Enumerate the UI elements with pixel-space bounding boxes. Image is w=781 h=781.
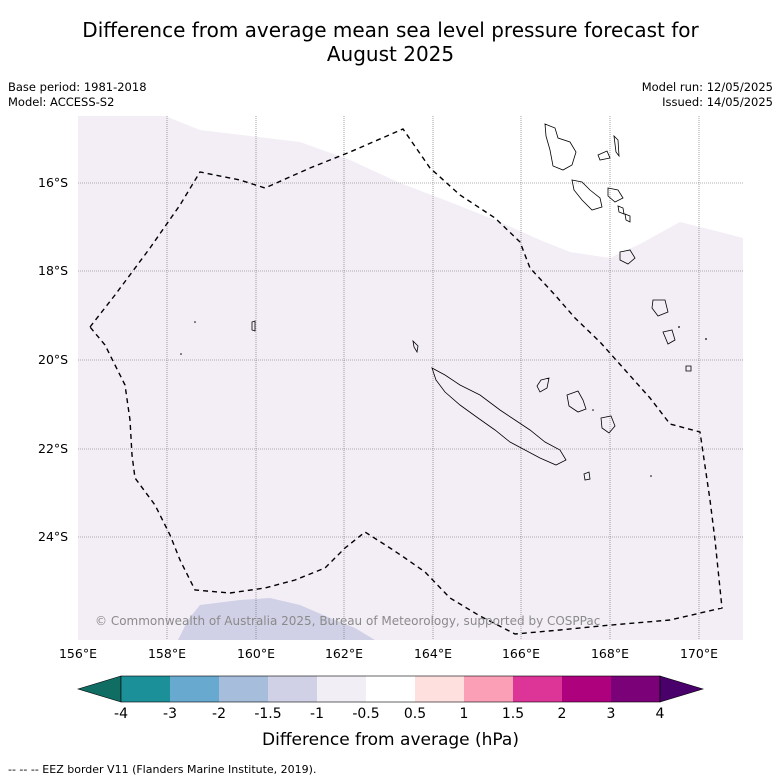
island-shepherd xyxy=(617,205,625,215)
colorbar-segment xyxy=(121,676,170,702)
island-belep xyxy=(412,339,419,354)
colorbar-segment xyxy=(562,676,611,702)
issued-date: Issued: 14/05/2025 xyxy=(662,95,773,109)
island-malakula xyxy=(571,179,603,211)
eez-legend-footer: -- -- -- EEZ border V11 (Flanders Marine… xyxy=(8,763,317,776)
colorbar-tick-label: 4 xyxy=(655,706,665,722)
island-ouvea xyxy=(536,377,550,393)
coastlines xyxy=(251,123,692,481)
meta-left: Base period: 1981-2018 Model: ACCESS-S2 xyxy=(8,80,147,110)
eez-border xyxy=(89,128,723,635)
lon-label-166e: 166°E xyxy=(501,646,540,661)
islets xyxy=(180,321,707,477)
copyright-text: © Commonwealth of Australia 2025, Bureau… xyxy=(95,614,601,628)
island-erromango xyxy=(651,299,669,317)
map-title-line1: Difference from average mean sea level p… xyxy=(82,18,699,42)
lon-label-160e: 160°E xyxy=(236,646,275,661)
island-mare xyxy=(600,415,616,434)
colorbar-segment xyxy=(366,676,415,702)
map-title: Difference from average mean sea level p… xyxy=(0,18,781,66)
colorbar-segment xyxy=(415,676,464,702)
map-title-line2: August 2025 xyxy=(326,42,455,66)
lon-label-162e: 162°E xyxy=(324,646,363,661)
lon-label-168e: 168°E xyxy=(590,646,629,661)
island-maewo xyxy=(613,134,620,158)
colorbar-segment xyxy=(268,676,317,702)
lon-label-170e: 170°E xyxy=(679,646,718,661)
colorbar-tick-label: 1 xyxy=(459,706,469,722)
graticule xyxy=(78,116,743,640)
island-new-caledonia xyxy=(431,367,567,466)
colorbar-segment xyxy=(464,676,513,702)
island-epi xyxy=(607,187,624,203)
colorbar-tick-label: 2 xyxy=(557,706,567,722)
colorbar-segment xyxy=(170,676,219,702)
lat-label-18s: 18°S xyxy=(38,263,69,278)
colorbar-title: Difference from average (hPa) xyxy=(262,730,519,750)
colorbar-segment xyxy=(513,676,562,702)
lat-label-16s: 16°S xyxy=(38,175,69,190)
island-efate xyxy=(619,249,636,265)
colorbar-segment xyxy=(611,676,660,702)
colorbar-extend-low xyxy=(76,675,122,703)
lon-label-158e: 158°E xyxy=(147,646,186,661)
colorbar-tick-label: -2 xyxy=(212,706,226,722)
colorbar-segment xyxy=(219,676,268,702)
colorbar-tick-label: -0.5 xyxy=(352,706,380,722)
colorbar-outline xyxy=(120,675,661,703)
model-run: Model run: 12/05/2025 xyxy=(641,80,773,94)
colorbar-tick-label: -1 xyxy=(310,706,324,722)
base-period: Base period: 1981-2018 xyxy=(8,80,147,94)
colorbar xyxy=(76,675,705,703)
island-emae xyxy=(624,213,631,223)
island-ambae xyxy=(597,150,611,161)
anomaly-fill-low xyxy=(178,598,375,640)
island-aneityum xyxy=(685,365,692,372)
island-espiritu-santo xyxy=(544,123,577,171)
lat-label-24s: 24°S xyxy=(38,529,69,544)
lat-label-20s: 20°S xyxy=(38,352,69,367)
island-pines xyxy=(583,471,591,481)
meta-right: Model run: 12/05/2025 Issued: 14/05/2025 xyxy=(642,80,773,110)
colorbar-tick-label: -4 xyxy=(114,706,128,722)
lon-label-164e: 164°E xyxy=(413,646,452,661)
colorbar-extend-high xyxy=(659,675,705,703)
island-tanna xyxy=(662,329,676,345)
model-name: Model: ACCESS-S2 xyxy=(8,95,115,109)
colorbar-tick-label: -1.5 xyxy=(254,706,282,722)
colorbar-tick-label: 1.5 xyxy=(501,706,525,722)
lat-label-22s: 22°S xyxy=(38,441,69,456)
island-lifou xyxy=(566,390,587,413)
colorbar-tick-label: 3 xyxy=(606,706,616,722)
colorbar-segment xyxy=(317,676,366,702)
colorbar-tick-label: -3 xyxy=(163,706,177,722)
lon-label-156e: 156°E xyxy=(58,646,97,661)
anomaly-fill-neutral xyxy=(165,116,743,258)
island-chesterfield xyxy=(251,320,256,332)
colorbar-tick-label: 0.5 xyxy=(403,706,427,722)
